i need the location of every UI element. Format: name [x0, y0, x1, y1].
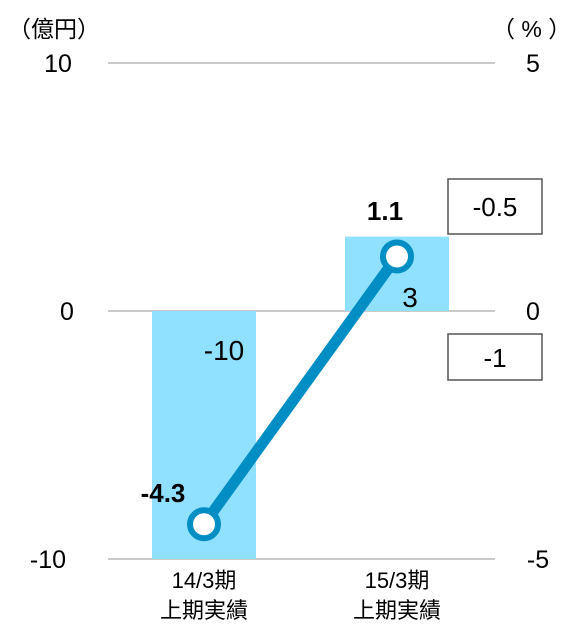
- bar-label-14-3: -10: [204, 335, 244, 366]
- ratio-line: [198, 250, 403, 530]
- boxed-labels: -0.5 -1: [447, 178, 543, 381]
- category-15-3-line-2: 上期実績: [353, 598, 441, 623]
- boxed-label-bottom: -1: [483, 343, 506, 373]
- left-tick-zero: 0: [60, 298, 74, 326]
- left-tick-top: 10: [44, 50, 72, 78]
- ratio-point-15-3: [380, 239, 414, 274]
- left-unit-label: （億円）: [8, 16, 100, 42]
- bar-labels: -10 3: [204, 282, 418, 366]
- right-tick-top: 5: [526, 50, 540, 78]
- category-labels: 14/3期 上期実績 15/3期 上期実績: [160, 568, 441, 623]
- bars: [152, 236, 449, 559]
- right-axis-labels: （ % ） 5 0 -5: [492, 16, 571, 574]
- category-15-3-line-1: 15/3期: [365, 568, 430, 593]
- ratio-point-14-3: [187, 507, 221, 542]
- point-label-14-3: -4.3: [141, 478, 186, 508]
- left-tick-bottom: -10: [30, 546, 66, 574]
- boxed-label-top: -0.5: [473, 192, 518, 222]
- line-series: [187, 239, 414, 542]
- point-labels: -4.3 1.1: [141, 196, 403, 508]
- category-14-3-line-1: 14/3期: [172, 568, 237, 593]
- left-axis-labels: （億円） 10 0 -10: [8, 16, 100, 574]
- boxed-label-box-bottom: [447, 333, 543, 381]
- category-14-3-line-2: 上期実績: [160, 598, 248, 623]
- boxed-label-box-top: [447, 178, 543, 235]
- right-tick-bottom: -5: [527, 546, 549, 574]
- right-unit-label: （ % ）: [492, 16, 571, 42]
- bar-label-15-3: 3: [402, 282, 418, 313]
- point-label-15-3: 1.1: [367, 196, 403, 226]
- right-tick-zero: 0: [526, 298, 540, 326]
